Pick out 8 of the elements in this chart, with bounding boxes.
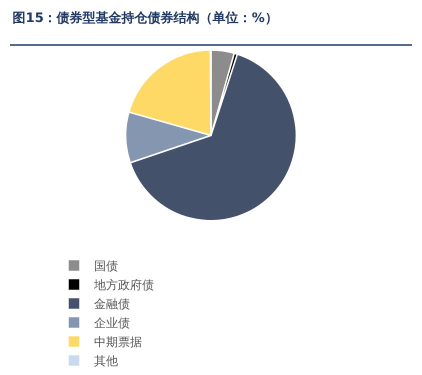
legend-label: 国债 [94,259,118,274]
legend-label: 其他 [94,354,118,368]
legend-label: 企业债 [94,316,130,330]
legend-label: 中期票据 [94,335,142,350]
legend-label: 地方政府债 [93,278,154,292]
pie-slice [129,53,298,222]
chart-title: 图15：债券型基金持仓债券结构（单位：%） [12,10,278,26]
legend-label: 金融债 [94,297,130,312]
